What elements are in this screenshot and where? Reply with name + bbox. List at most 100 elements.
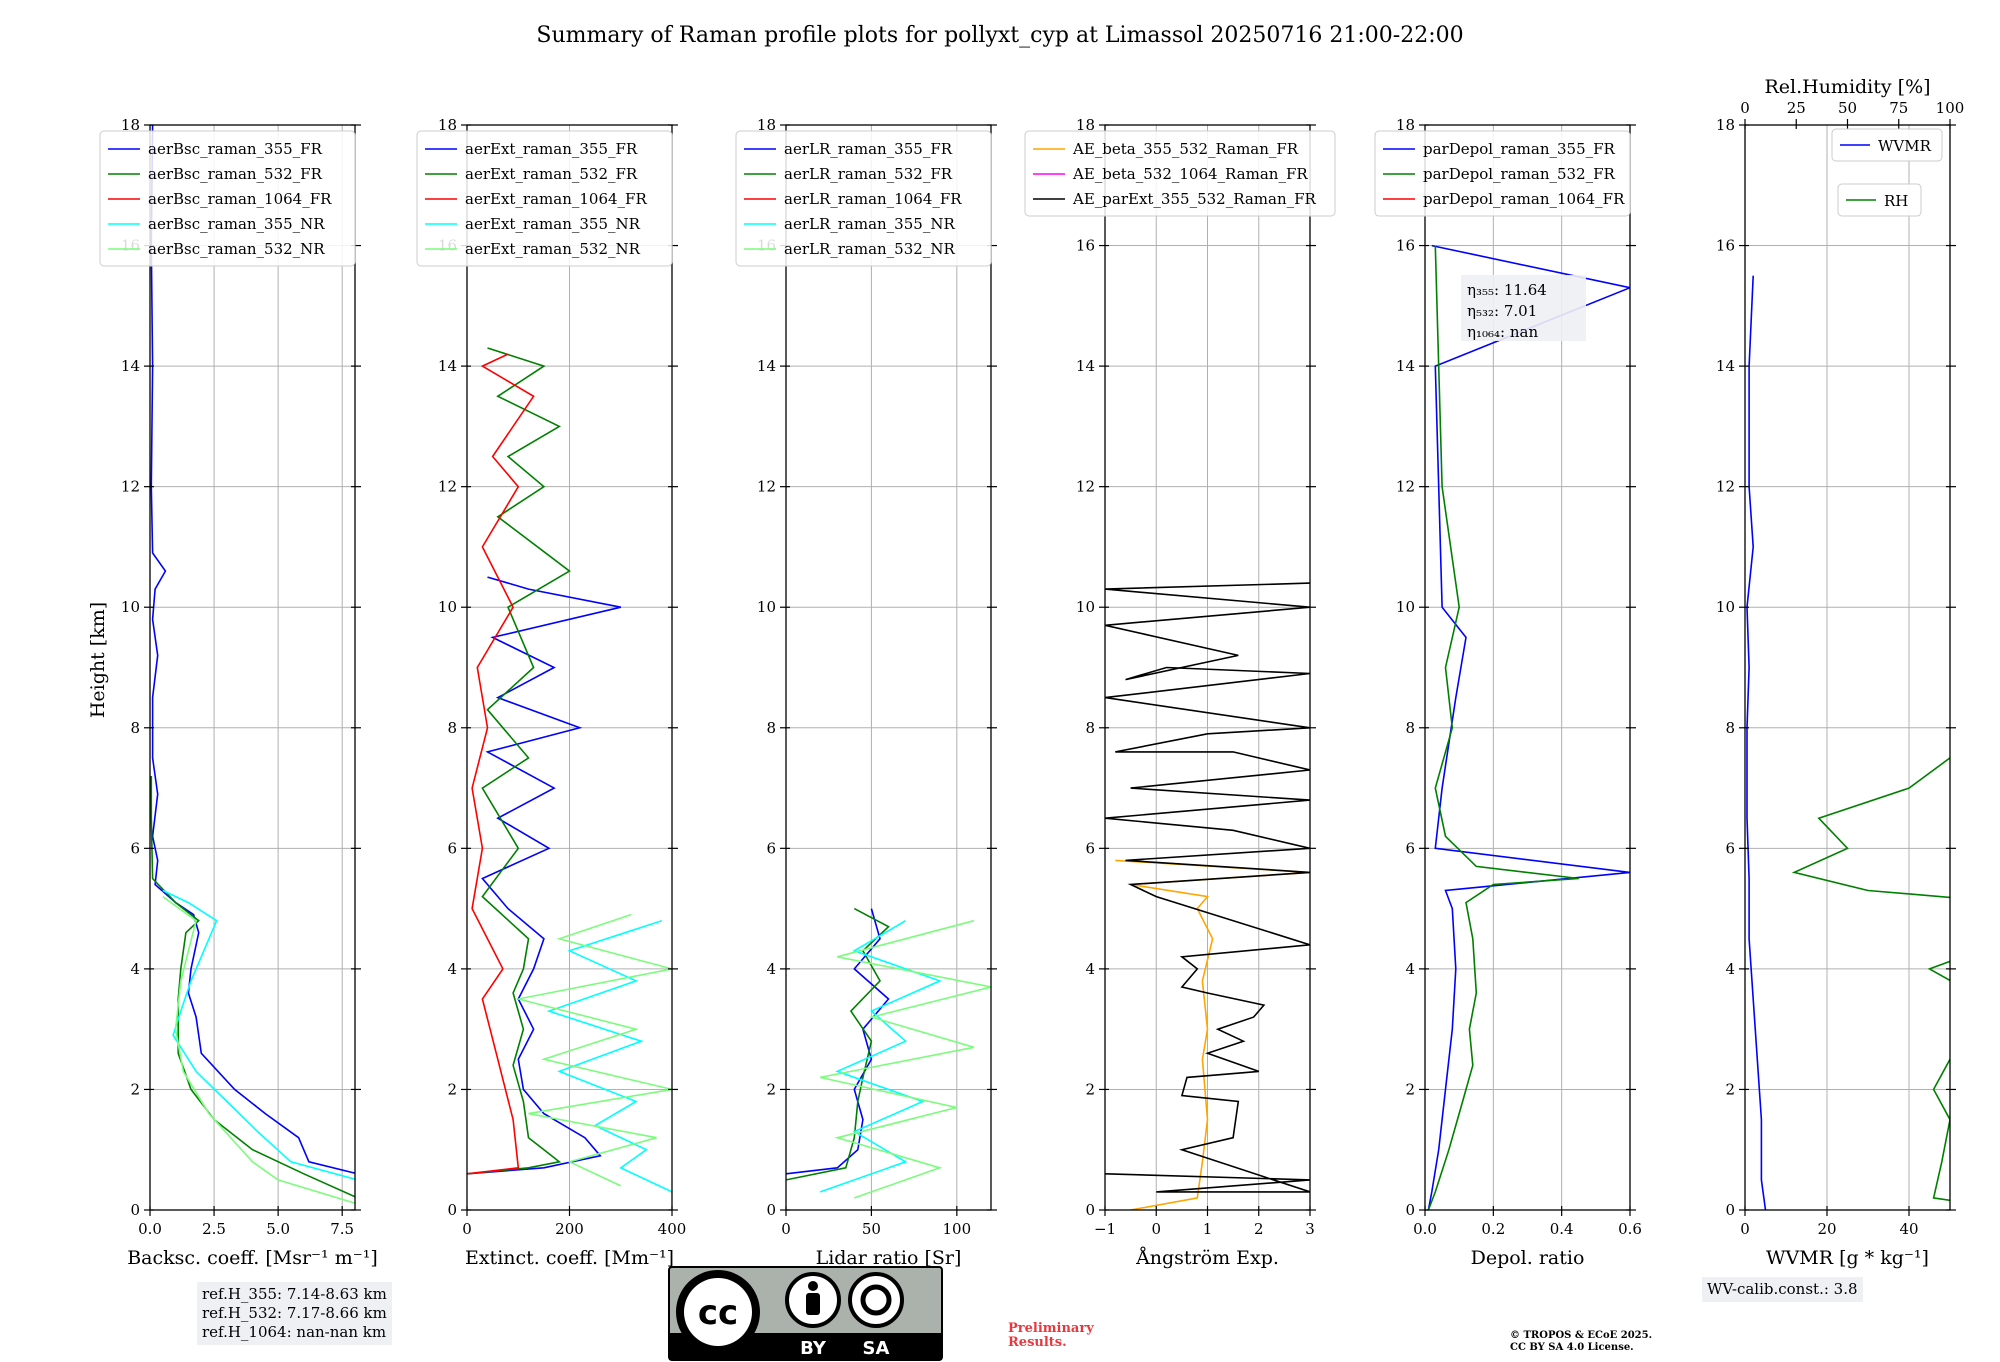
legend: aerBsc_raman_355_FR aerBsc_raman_532_FRae… [99,130,356,267]
by-label: BY [800,1338,827,1359]
series-aerLR_raman_355_NR [819,920,942,1193]
series-aerExt_raman_355_FR [467,576,621,1175]
y-tick-label: 10 [1396,598,1415,616]
y-tick-label: 2 [1085,1080,1095,1098]
cc-icon-text: cc [698,1293,738,1333]
series-group [467,347,672,1193]
y-tick-label: 16 [1076,237,1095,255]
x-tick-label: 40 [1899,1220,1918,1238]
series-aerExt_raman_1064_FR [467,353,535,1175]
x-tick-label: 0 [781,1220,791,1238]
y-tick-label: 0 [1725,1201,1735,1219]
legend: parDepol_raman_355_FR parDepol_raman_532_… [1374,130,1631,217]
legend-entry: aerExt_raman_355_NR [465,215,641,233]
x-tick-label: 100 [943,1220,972,1238]
y-tick-label: 4 [1085,960,1095,978]
y-tick-label: 12 [1396,478,1415,496]
legend-box-2 [1837,183,1922,217]
y-tick-label: 14 [757,357,776,375]
series-group [1105,582,1310,1210]
y-tick-label: 10 [1076,598,1095,616]
y-tick-label: 18 [121,116,140,134]
series-AE_parExt_355_532_Raman_FR [1105,582,1310,1193]
legend-entry: aerExt_raman_355_FR [465,140,638,158]
legend: aerLR_raman_355_FR aerLR_raman_532_FR aerL… [735,130,992,267]
legend: WVMR RH [1831,128,1943,217]
eta-line: η₃₅₅: 11.64 [1467,281,1547,299]
legend-entry: aerLR_raman_355_FR [784,140,953,158]
y-tick-label: 2 [1725,1080,1735,1098]
series-AE_beta_355_532_Raman_FR [1115,859,1310,1210]
x-tick-label: 7.5 [330,1220,354,1238]
y-tick-label: 10 [757,598,776,616]
legend-entry: AE_beta_532_1064_Raman_FR [1072,165,1308,183]
y-tick-label: 2 [447,1080,457,1098]
x-tick-label: 5.0 [266,1220,290,1238]
legend-box [1374,130,1631,217]
legend-entry: aerLR_raman_532_NR [784,240,955,258]
x-tick-label: 0.6 [1618,1220,1642,1238]
series-aerBsc_raman_532_FR [150,776,355,1198]
y-tick-label: 4 [1725,960,1735,978]
y-tick-label: 8 [766,719,776,737]
series-aerExt_raman_532_FR [467,347,571,1175]
series-WVMR [1746,275,1767,1210]
legend-entry: aerBsc_raman_355_NR [148,215,325,233]
y-tick-label: 4 [130,960,140,978]
y-tick-label: 8 [447,719,457,737]
y-tick-label: 14 [438,357,457,375]
preliminary-line-2: Results. [1008,1335,1067,1350]
copyright-note: © TROPOS & ECoE 2025. CC BY SA 4.0 Licen… [1510,1330,1652,1354]
x-tick-label: 2.5 [202,1220,226,1238]
x-tick-label: 20 [1817,1220,1836,1238]
y-tick-label: 12 [438,478,457,496]
legend: AE_beta_355_532_Raman_FR AE_beta_532_1064… [1024,130,1336,217]
top-tick-label: 50 [1838,99,1857,117]
x-tick-label: 0.4 [1550,1220,1574,1238]
top-tick-label: 75 [1889,99,1908,117]
x-tick-label: 50 [862,1220,881,1238]
panel-ext: 0246810121416180200400Extinct. coeff. [M… [416,116,686,1269]
legend-entry: parDepol_raman_532_FR [1423,165,1616,183]
x-axis-label: WVMR [g * kg⁻¹] [1766,1247,1929,1269]
legend-entry: aerBsc_raman_532_FR [148,165,323,183]
legend-entry: parDepol_raman_355_FR [1423,140,1616,158]
y-tick-label: 6 [1725,839,1735,857]
y-tick-label: 14 [1076,357,1095,375]
x-tick-label: 0.2 [1481,1220,1505,1238]
series-group [150,125,355,1205]
top-tick-label: 0 [1740,99,1750,117]
x-axis-label: Backsc. coeff. [Msr⁻¹ m⁻¹] [127,1247,378,1269]
sa-share-icon [848,1272,904,1328]
y-tick-label: 4 [1405,960,1415,978]
y-tick-label: 2 [1405,1080,1415,1098]
series-RH [1791,757,1950,1202]
figure-title: Summary of Raman profile plots for polly… [536,23,1463,48]
preliminary-note: Preliminary Results. [1008,1322,1128,1350]
legend-entry: aerBsc_raman_532_NR [148,240,325,258]
x-tick-label: 0 [1740,1220,1750,1238]
axes-frame [1424,124,1631,1211]
ref-height-1064: ref.H_1064: nan-nan km [202,1323,387,1341]
x-tick-label: 2 [1254,1220,1264,1238]
copyright-line-2: CC BY SA 4.0 License. [1510,1342,1634,1353]
x-tick-label: 1 [1203,1220,1213,1238]
legend-entry: aerExt_raman_532_FR [465,165,638,183]
x-tick-label: 0.0 [138,1220,162,1238]
y-tick-label: 8 [1405,719,1415,737]
y-tick-label: 12 [1716,478,1735,496]
x-tick-label: 0 [1151,1220,1161,1238]
y-tick-label: 18 [1716,116,1735,134]
y-tick-label: 8 [1085,719,1095,737]
y-tick-label: 12 [757,478,776,496]
y-tick-label: 4 [766,960,776,978]
y-tick-label: 6 [766,839,776,857]
panel-wv: 0 2 4 6 8 10 12 14 16 18 0 20 40 WVMR [g * kg⁻¹] 0 25 50… [1716,76,1964,1269]
series-group [786,907,991,1199]
y-tick-label: 2 [130,1080,140,1098]
x-axis-label: Ångström Exp. [1135,1247,1279,1269]
y-tick-label: 10 [1716,598,1735,616]
series-group [1746,275,1950,1210]
